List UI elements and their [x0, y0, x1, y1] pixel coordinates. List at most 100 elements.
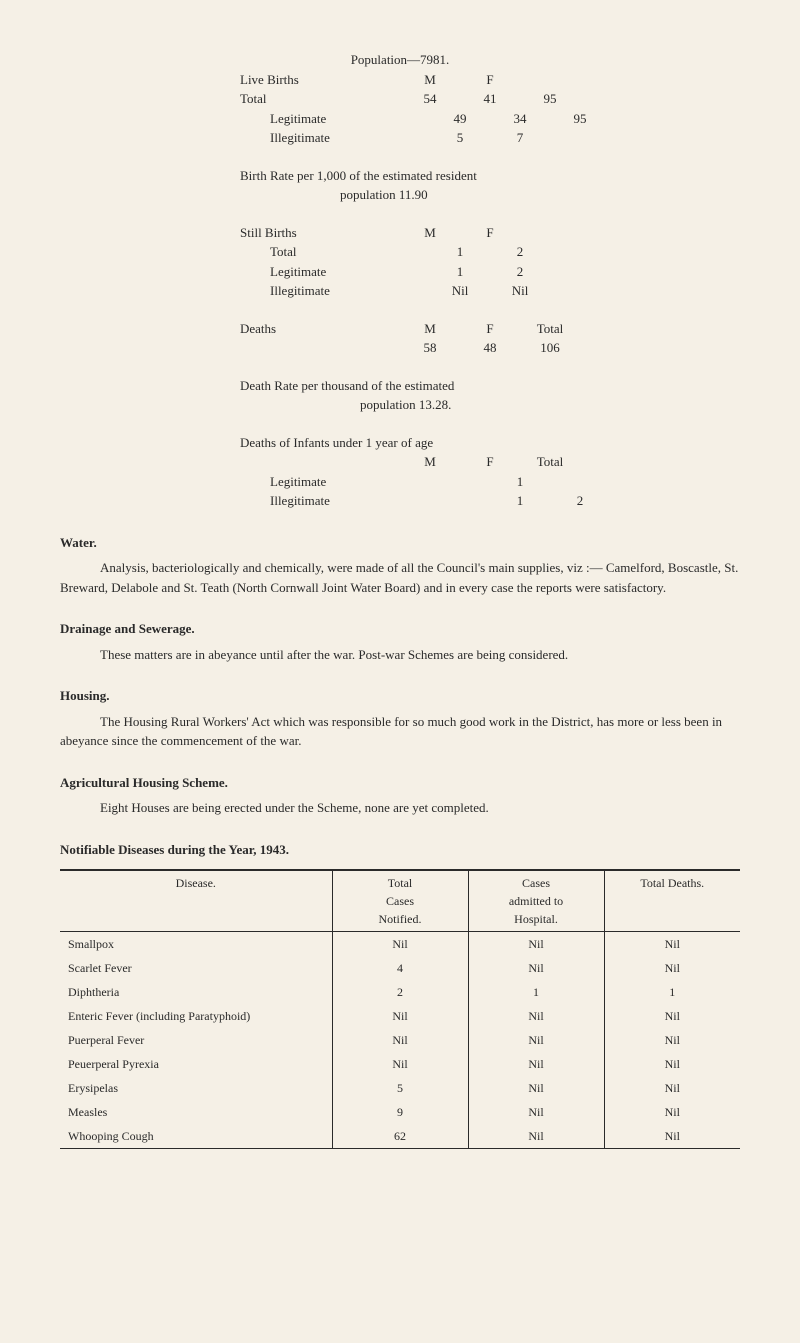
disease-name: Peuerperal Pyrexia	[60, 1052, 332, 1076]
water-body: Analysis, bacteriologically and chemical…	[60, 558, 740, 597]
infants-block: Deaths of Infants under 1 year of age M …	[240, 433, 740, 511]
sb-illegit-m: Nil	[430, 281, 490, 301]
col-f: F	[460, 70, 520, 90]
ag-body: Eight Houses are being erected under the…	[60, 798, 740, 818]
drainage-title: Drainage and Sewerage.	[60, 619, 740, 639]
cases-admitted: 1	[468, 980, 604, 1004]
table-row: Puerperal FeverNilNilNil	[60, 1028, 740, 1052]
inf-legit-f: 1	[490, 472, 550, 492]
infants-header: Deaths of Infants under 1 year of age	[240, 433, 740, 453]
notif-table: Disease. Total Cases Notified. Cases adm…	[60, 869, 740, 1149]
water-title: Water.	[60, 533, 740, 553]
legit-label: Legitimate	[240, 109, 430, 129]
inf-legit-t	[550, 472, 610, 492]
table-row: Measles9NilNil	[60, 1100, 740, 1124]
lb-legit-f: 34	[490, 109, 550, 129]
th-total-cases: Total Cases Notified.	[332, 870, 468, 932]
cases-admitted: Nil	[468, 1028, 604, 1052]
still-births-block: Still Births M F Total 1 2 Legitimate 1 …	[240, 223, 740, 301]
cases-admitted: Nil	[468, 1004, 604, 1028]
th-admitted: Cases admitted to Hospital.	[468, 870, 604, 932]
table-row: Whooping Cough62NilNil	[60, 1124, 740, 1149]
birth-rate-line2: population 11.90	[240, 185, 740, 205]
cases-notified: 2	[332, 980, 468, 1004]
disease-name: Puerperal Fever	[60, 1028, 332, 1052]
inf-illegit-t: 2	[550, 491, 610, 511]
table-row: Erysipelas5NilNil	[60, 1076, 740, 1100]
d-col-m: M	[400, 319, 460, 339]
cases-notified: Nil	[332, 1028, 468, 1052]
d-col-t: Total	[520, 319, 580, 339]
inf-legit-m	[430, 472, 490, 492]
ag-title: Agricultural Housing Scheme.	[60, 773, 740, 793]
cases-admitted: Nil	[468, 1100, 604, 1124]
table-row: Scarlet Fever4NilNil	[60, 956, 740, 980]
lb-legit-m: 49	[430, 109, 490, 129]
col-m: M	[400, 70, 460, 90]
lb-illegit-m: 5	[430, 128, 490, 148]
live-births-label: Live Births	[240, 70, 400, 90]
sb-total-label: Total	[240, 242, 430, 262]
still-births-label: Still Births	[240, 223, 400, 243]
table-row: Enteric Fever (including Paratyphoid)Nil…	[60, 1004, 740, 1028]
cases-admitted: Nil	[468, 932, 604, 957]
inf-col-t: Total	[520, 452, 580, 472]
lb-total-m: 54	[400, 89, 460, 109]
total-deaths: Nil	[604, 1124, 740, 1149]
sb-legit-m: 1	[430, 262, 490, 282]
lb-illegit-f: 7	[490, 128, 550, 148]
disease-name: Smallpox	[60, 932, 332, 957]
disease-name: Erysipelas	[60, 1076, 332, 1100]
sb-col-m: M	[400, 223, 460, 243]
sb-total-m: 1	[430, 242, 490, 262]
death-rate-line1: Death Rate per thousand of the estimated	[240, 376, 740, 396]
housing-body: The Housing Rural Workers' Act which was…	[60, 712, 740, 751]
sb-legit-label: Legitimate	[240, 262, 430, 282]
sb-illegit-label: Illegitimate	[240, 281, 430, 301]
cases-notified: Nil	[332, 1052, 468, 1076]
col-total	[520, 70, 580, 90]
cases-notified: 4	[332, 956, 468, 980]
cases-notified: 9	[332, 1100, 468, 1124]
total-deaths: 1	[604, 980, 740, 1004]
table-row: Diphtheria211	[60, 980, 740, 1004]
illegit-label: Illegitimate	[240, 128, 430, 148]
cases-admitted: Nil	[468, 1076, 604, 1100]
table-row: SmallpoxNilNilNil	[60, 932, 740, 957]
disease-name: Diphtheria	[60, 980, 332, 1004]
disease-name: Whooping Cough	[60, 1124, 332, 1149]
total-deaths: Nil	[604, 1052, 740, 1076]
sb-col-f: F	[460, 223, 520, 243]
sb-legit-f: 2	[490, 262, 550, 282]
inf-col-f: F	[460, 452, 520, 472]
d-col-f: F	[460, 319, 520, 339]
deaths-f: 48	[460, 338, 520, 358]
total-label: Total	[240, 89, 400, 109]
sb-illegit-f: Nil	[490, 281, 550, 301]
cases-notified: 5	[332, 1076, 468, 1100]
total-deaths: Nil	[604, 932, 740, 957]
deaths-label: Deaths	[240, 319, 400, 339]
live-births-block: Live Births M F Total 54 41 95 Legitimat…	[240, 70, 740, 148]
lb-total-t: 95	[520, 89, 580, 109]
sb-total-f: 2	[490, 242, 550, 262]
inf-col-m: M	[400, 452, 460, 472]
death-rate-note: Death Rate per thousand of the estimated…	[240, 376, 740, 415]
population-header: Population—7981.	[60, 50, 740, 70]
deaths-t: 106	[520, 338, 580, 358]
birth-rate-note: Birth Rate per 1,000 of the estimated re…	[240, 166, 740, 205]
th-disease: Disease.	[60, 870, 332, 932]
drainage-body: These matters are in abeyance until afte…	[60, 645, 740, 665]
deaths-block: Deaths M F Total 58 48 106	[240, 319, 740, 358]
cases-notified: 62	[332, 1124, 468, 1149]
cases-admitted: Nil	[468, 1124, 604, 1149]
birth-rate-line1: Birth Rate per 1,000 of the estimated re…	[240, 166, 740, 186]
housing-title: Housing.	[60, 686, 740, 706]
inf-legit-label: Legitimate	[240, 472, 430, 492]
cases-admitted: Nil	[468, 956, 604, 980]
inf-illegit-f: 1	[490, 491, 550, 511]
cases-notified: Nil	[332, 1004, 468, 1028]
disease-name: Measles	[60, 1100, 332, 1124]
death-rate-line2: population 13.28.	[240, 395, 740, 415]
disease-name: Scarlet Fever	[60, 956, 332, 980]
